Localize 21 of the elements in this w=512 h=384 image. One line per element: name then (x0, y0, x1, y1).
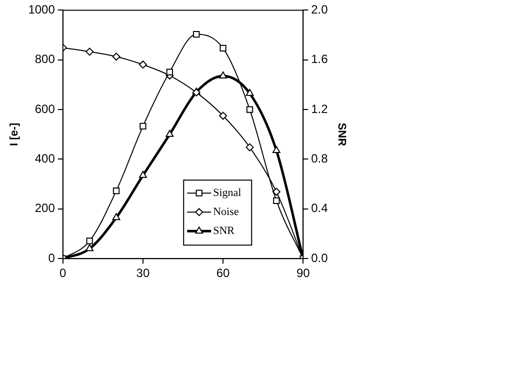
y-axis-title: I [e-] (8, 122, 21, 146)
x-tick-label: 30 (136, 266, 150, 280)
legend-label: Noise (213, 206, 239, 218)
y-tick-label: 1000 (28, 2, 56, 17)
y-tick-label: 0 (48, 250, 56, 265)
y-tick-label: 200 (34, 201, 56, 216)
x-tick-label: 60 (216, 266, 230, 280)
legend-label: Signal (213, 186, 242, 199)
y2-tick-label: 0.0 (311, 250, 328, 265)
y-tick-label: 400 (34, 152, 56, 166)
y2-axis-title: SNR (335, 122, 348, 146)
y2-tick-label: 0.4 (311, 201, 328, 216)
legend-label: SNR (213, 224, 236, 237)
y2-tick-label: 1.6 (311, 52, 328, 66)
x-tick-label: 90 (296, 266, 310, 280)
y-tick-label: 600 (34, 102, 56, 116)
y-tick-label: 800 (34, 52, 56, 66)
x-tick-label: 0 (60, 266, 67, 280)
y2-tick-label: 0.8 (311, 152, 328, 166)
y2-tick-label: 1.2 (311, 102, 328, 116)
y2-tick-label: 2.0 (311, 2, 328, 17)
